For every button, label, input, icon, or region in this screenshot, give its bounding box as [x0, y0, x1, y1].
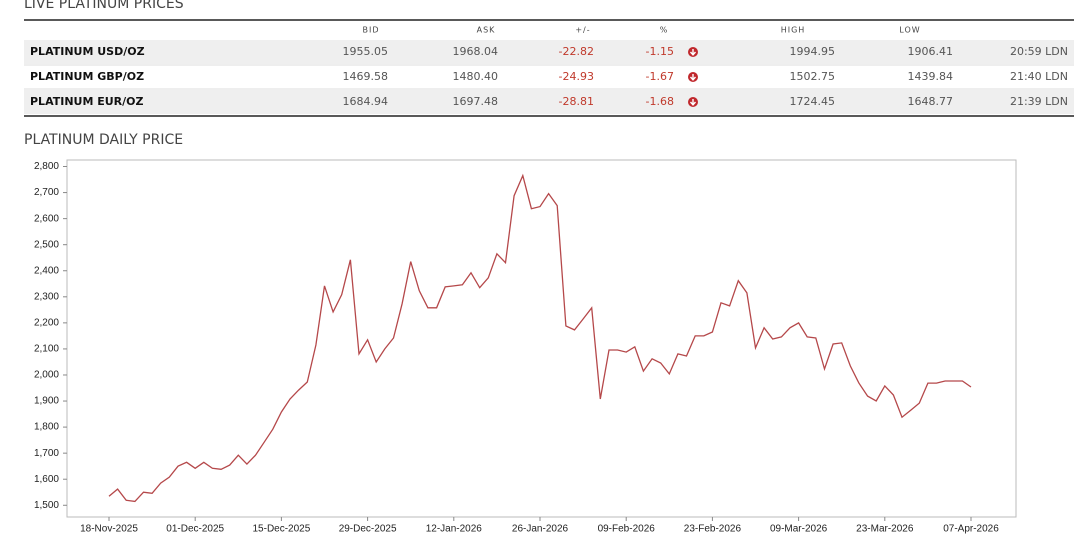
x-tick-label: 29-Dec-2025: [339, 524, 397, 535]
x-tick-label: 18-Nov-2025: [80, 524, 138, 535]
y-tick-label: 1,600: [34, 474, 59, 485]
table-title: LIVE PLATINUM PRICES: [24, 0, 184, 12]
cell-value: 1480.40: [453, 70, 499, 83]
x-tick-label: 23-Mar-2026: [856, 524, 914, 535]
column-header: BID: [362, 26, 379, 35]
cell-value: 1697.48: [453, 95, 499, 108]
plot-area: [66, 159, 1017, 518]
x-tick-label: 23-Feb-2026: [684, 524, 742, 535]
cell-value: -1.15: [646, 45, 674, 58]
cell-value: -24.93: [559, 70, 594, 83]
instrument-name: PLATINUM USD/OZ: [30, 45, 145, 58]
cell-value: 1648.77: [908, 95, 954, 108]
y-tick-label: 2,500: [34, 239, 59, 250]
x-tick-label: 09-Mar-2026: [770, 524, 828, 535]
y-tick-label: 1,900: [34, 396, 59, 407]
price-line: [108, 173, 972, 503]
y-tick-label: 2,800: [34, 161, 59, 172]
cell-value: 1968.04: [453, 45, 499, 58]
cell-value: -1.68: [646, 95, 674, 108]
cell-value: 1955.05: [343, 45, 389, 58]
down-arrow-icon: [688, 47, 698, 57]
row-bg: [24, 90, 1074, 114]
y-tick-label: 2,300: [34, 291, 59, 302]
y-tick-label: 1,500: [34, 500, 59, 511]
x-tick-label: 01-Dec-2025: [166, 524, 224, 535]
x-tick-label: 15-Dec-2025: [252, 524, 310, 535]
instrument-name: PLATINUM EUR/OZ: [30, 95, 144, 108]
x-tick-label: 12-Jan-2026: [426, 524, 483, 535]
y-tick-label: 2,000: [34, 370, 59, 381]
y-tick-label: 2,600: [34, 213, 59, 224]
y-tick-label: 2,200: [34, 318, 59, 329]
column-header: HIGH: [781, 26, 806, 35]
icon-arrow: [689, 49, 697, 56]
cell-value: 1439.84: [908, 70, 954, 83]
cell-value: 1906.41: [908, 45, 954, 58]
cell-value: -28.81: [559, 95, 594, 108]
icon-arrow: [689, 99, 697, 106]
row-bg: [24, 40, 1074, 64]
price-table: BID ASK +/-% HIGH LOW PLATINUM USD/OZ 1955.05 1…: [30, 26, 1068, 109]
x-tick-label: 07-Apr-2026: [943, 524, 999, 535]
cell-value: 1502.75: [790, 70, 836, 83]
x-tick-label: 26-Jan-2026: [512, 524, 569, 535]
y-tick-label: 1,800: [34, 422, 59, 433]
cell-value: 21:40 LDN: [1010, 70, 1068, 83]
cell-value: 1724.45: [790, 95, 836, 108]
instrument-name: PLATINUM GBP/OZ: [30, 70, 144, 83]
chart: 1,500 1,600 1,700 1,800 1,900 2,000 2,100 2,200…: [34, 161, 999, 534]
column-header: +/-: [575, 26, 590, 35]
column-header: %: [660, 26, 669, 35]
y-tick-label: 2,700: [34, 187, 59, 198]
cell-value: 1994.95: [790, 45, 836, 58]
chart-title: PLATINUM DAILY PRICE: [24, 132, 183, 148]
y-tick-label: 2,100: [34, 344, 59, 355]
cell-value: 1684.94: [343, 95, 389, 108]
cell-value: -22.82: [559, 45, 594, 58]
y-tick-label: 2,400: [34, 265, 59, 276]
icon-arrow: [689, 74, 697, 81]
cell-value: 1469.58: [343, 70, 389, 83]
down-arrow-icon: [688, 97, 698, 107]
x-tick-label: 09-Feb-2026: [598, 524, 656, 535]
cell-value: 21:39 LDN: [1010, 95, 1068, 108]
column-header: ASK: [477, 26, 496, 35]
column-header: LOW: [899, 26, 920, 35]
cell-value: 20:59 LDN: [1010, 45, 1068, 58]
cell-value: -1.67: [646, 70, 674, 83]
down-arrow-icon: [688, 72, 698, 82]
y-tick-label: 1,700: [34, 448, 59, 459]
